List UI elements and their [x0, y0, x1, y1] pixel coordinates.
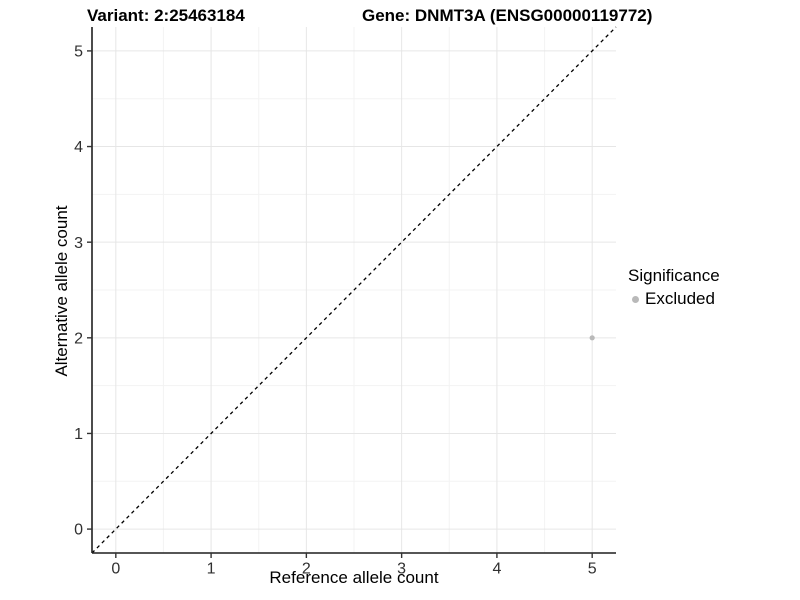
data-point	[589, 335, 595, 341]
y-tick-label: 1	[74, 426, 83, 443]
legend-items: Excluded	[628, 289, 800, 309]
y-tick-label: 5	[74, 44, 83, 61]
y-tick-label: 3	[74, 235, 83, 252]
x-tick-label: 2	[302, 560, 311, 577]
y-tick-label: 2	[74, 330, 83, 347]
x-axis-title: Reference allele count	[269, 568, 439, 587]
legend-item-label: Excluded	[645, 289, 715, 308]
legend-title: Significance	[628, 266, 720, 285]
y-tick-label: 0	[74, 522, 83, 539]
y-tick-label: 4	[74, 139, 83, 156]
x-tick-label: 5	[588, 560, 597, 577]
x-tick-label: 1	[207, 560, 216, 577]
plot-title-gene: Gene: DNMT3A (ENSG00000119772)	[362, 6, 653, 25]
x-tick-label: 3	[397, 560, 406, 577]
legend-item: Excluded	[628, 289, 800, 309]
legend-key-dot-icon	[632, 295, 639, 303]
x-tick-label: 0	[111, 560, 120, 577]
x-tick-label: 4	[492, 560, 501, 577]
y-axis-title: Alternative allele count	[52, 205, 71, 377]
identity-dashed-line	[91, 26, 617, 554]
legend: Significance Excluded	[628, 266, 800, 309]
plot-title-variant: Variant: 2:25463184	[87, 6, 245, 25]
